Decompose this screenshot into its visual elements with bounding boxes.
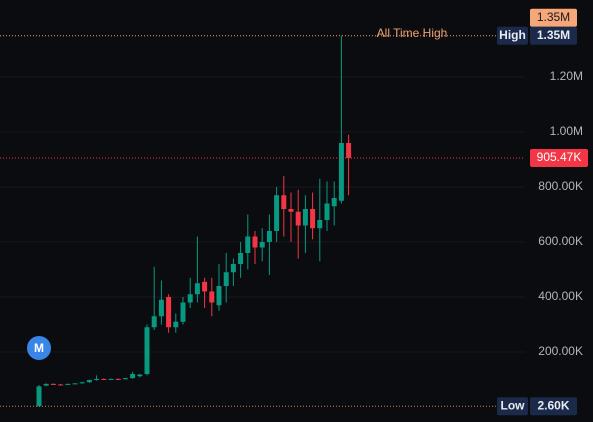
high-value: 1.35M [537,28,570,42]
candle-body [58,384,64,386]
candle-body [223,272,229,287]
candle-body [86,380,92,383]
candle-body [158,299,164,317]
candle-body [36,386,42,407]
high-label: High [499,28,526,42]
candle-body [65,383,71,385]
candle-body [245,236,251,254]
candle-body [130,374,136,379]
high-value-box [530,26,577,45]
candle-body [317,220,323,229]
candle-body [302,209,308,226]
y-tick-label: 800.00K [538,179,583,193]
candle-body [94,378,100,381]
low-box [497,397,528,416]
candle-body [72,383,78,385]
candle-body [101,378,107,380]
ath-value: 1.35M [537,10,570,24]
event-marker-label: M [34,341,44,355]
candle-body [50,383,56,385]
candle-body [79,382,85,384]
candle-body [144,327,150,375]
candle-body [266,231,272,243]
y-tick-label: 1.00M [550,124,583,138]
ath-label: All Time High [377,26,448,40]
candle-body [331,198,337,207]
candle-body [295,211,301,226]
candle-body [281,195,287,210]
candle-body [338,143,344,201]
candle-body [187,294,193,303]
last-price-label: 905.47K [537,150,582,164]
y-tick-label: 200.00K [538,344,583,358]
ath-value-box [530,8,577,27]
last-price-box [530,148,588,167]
low-value-box [530,397,577,416]
candle-body [310,209,316,229]
candle-body [259,242,265,248]
candle-body [115,378,121,380]
candle-body [288,209,294,212]
high-box [497,26,528,45]
candle-body [238,253,244,265]
candle-body [166,297,172,328]
candle-body [324,203,330,221]
candle-body [137,374,143,377]
candle-body [216,286,222,306]
candle-body [108,378,114,380]
candle-body [346,143,352,158]
candle-body [180,302,186,322]
candle-body [202,281,208,292]
candle-body [43,383,49,386]
candle-body [230,264,236,273]
candle-body [151,316,157,328]
candle-body [194,283,200,295]
candle-body [209,291,215,303]
candle-body [252,236,258,248]
candle-body [173,321,179,328]
y-tick-label: 600.00K [538,234,583,248]
y-tick-label: 400.00K [538,289,583,303]
event-marker [27,336,51,360]
candle-body [122,378,128,380]
low-label: Low [501,398,526,412]
candle-body [274,195,280,232]
low-value: 2.60K [537,398,569,412]
y-tick-label: 1.20M [550,69,583,83]
